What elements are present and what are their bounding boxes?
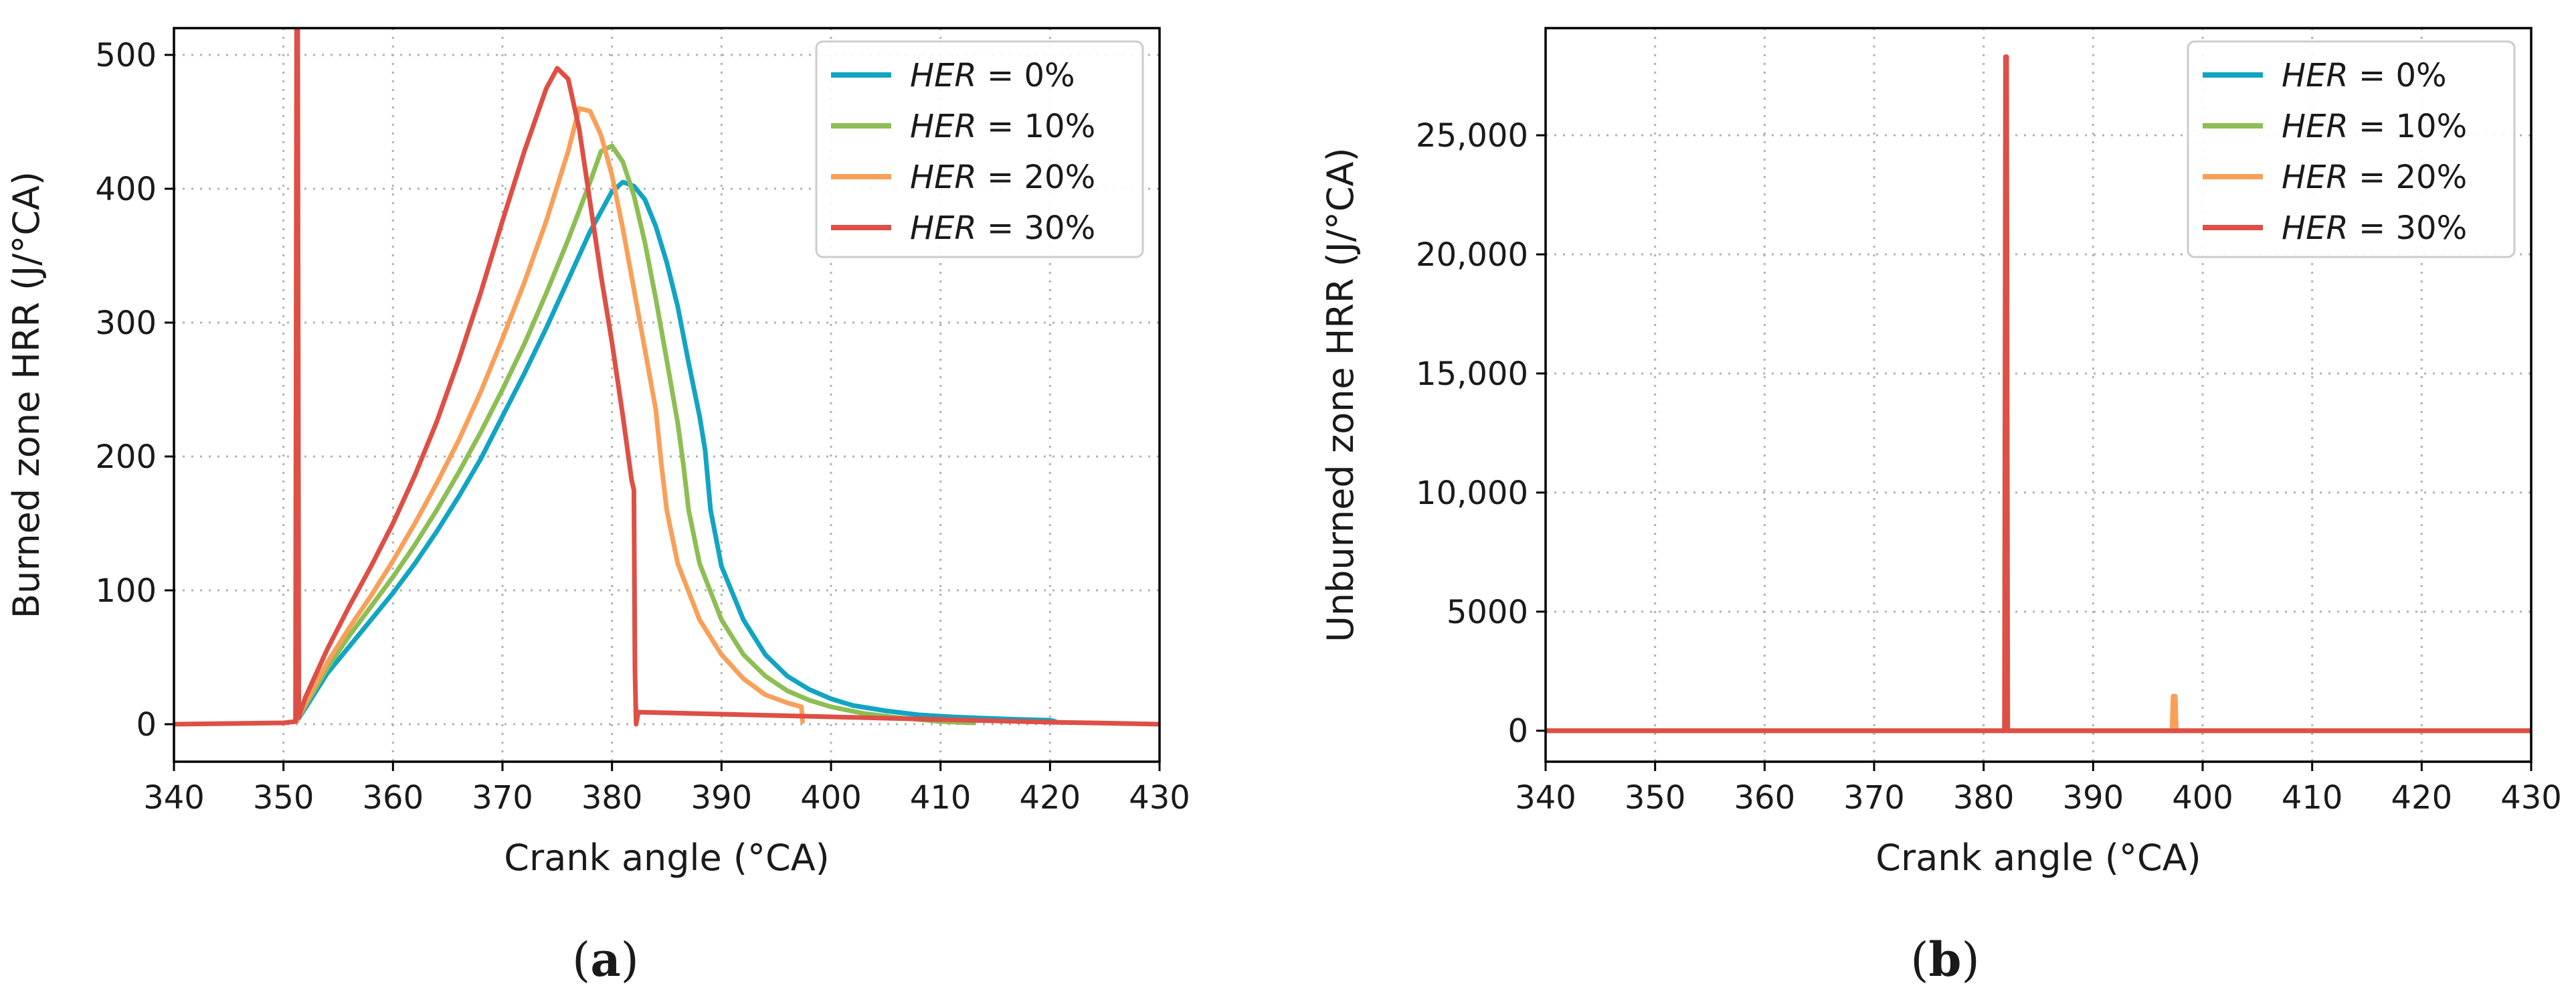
x-tick-label: 370 bbox=[472, 779, 533, 817]
legend-entry-label: HER = 10% bbox=[2282, 108, 2467, 145]
y-tick-label: 400 bbox=[95, 171, 157, 208]
x-tick-label: 340 bbox=[1515, 779, 1576, 817]
y-tick-label: 200 bbox=[95, 438, 157, 476]
series-line-her20 bbox=[1546, 693, 2531, 734]
legend-box bbox=[815, 40, 1144, 258]
y-axis-label: Burned zone HRR (J/°CA) bbox=[5, 171, 48, 618]
legend-entry-label: HER = 0% bbox=[2282, 57, 2447, 94]
legend-box bbox=[2187, 40, 2516, 258]
y-tick-label: 500 bbox=[95, 37, 157, 74]
x-tick-label: 400 bbox=[2172, 779, 2233, 817]
legend-entry-label: HER = 20% bbox=[910, 159, 1095, 196]
y-tick-label: 15,000 bbox=[1416, 355, 1528, 393]
series-line-her30 bbox=[1546, 54, 2531, 734]
legend-entry-label: HER = 30% bbox=[2282, 209, 2467, 247]
y-tick-label: 0 bbox=[136, 706, 157, 744]
x-tick-label: 430 bbox=[2500, 779, 2562, 817]
series-group bbox=[1546, 54, 2531, 734]
axes-frame bbox=[173, 27, 1161, 763]
legend-entry-label: HER = 10% bbox=[910, 108, 1095, 145]
y-tick-label: 10,000 bbox=[1416, 475, 1528, 512]
y-tick-label: 5000 bbox=[1447, 594, 1528, 631]
axes-frame bbox=[1544, 27, 2533, 763]
legend: HER = 0% HER = 10% HER = 20% HER = 30% bbox=[2187, 40, 2516, 258]
x-tick-label: 360 bbox=[1734, 779, 1796, 817]
panel-label: (b) bbox=[1910, 932, 1980, 987]
legend: HER = 0% HER = 10% HER = 20% HER = 30% bbox=[815, 40, 1144, 258]
series-line-her0 bbox=[294, 179, 1058, 724]
y-axis-label: Unburned zone HRR (J/°CA) bbox=[1319, 147, 1362, 642]
x-tick-label: 350 bbox=[253, 779, 314, 817]
chart-panel-b: 340 350 360 370 380 390 400 410 420 430 0 5000 10,00… bbox=[1319, 27, 2562, 987]
x-tick-label: 380 bbox=[581, 779, 643, 817]
x-tick-label: 430 bbox=[1129, 779, 1190, 817]
chart-panel-a: 340 350 360 370 380 390 400 410 420 430 0 100 200 300… bbox=[5, 27, 1190, 987]
x-tick-label: 340 bbox=[143, 779, 205, 817]
series-line-her30 bbox=[174, 28, 1160, 727]
x-tick-label: 390 bbox=[2063, 779, 2124, 817]
series-line-her10 bbox=[294, 143, 976, 726]
x-tick-label: 380 bbox=[1953, 779, 2015, 817]
x-tick-label: 420 bbox=[1020, 779, 1081, 817]
legend-entry-label: HER = 0% bbox=[910, 57, 1075, 94]
x-tick-label: 390 bbox=[691, 779, 753, 817]
x-tick-label: 410 bbox=[910, 779, 972, 817]
y-tick-label: 300 bbox=[95, 305, 157, 342]
x-tick-label: 360 bbox=[363, 779, 424, 817]
x-tick-label: 400 bbox=[800, 779, 862, 817]
x-tick-label: 420 bbox=[2391, 779, 2453, 817]
series-group bbox=[174, 28, 1160, 727]
legend-entry-label: HER = 30% bbox=[910, 209, 1095, 247]
y-tick-label: 20,000 bbox=[1416, 236, 1528, 274]
x-tick-label: 410 bbox=[2282, 779, 2343, 817]
x-tick-label: 370 bbox=[1843, 779, 1905, 817]
panel-label: (a) bbox=[572, 932, 639, 987]
legend-entry-label: HER = 20% bbox=[2282, 159, 2467, 196]
y-tick-label: 0 bbox=[1507, 713, 1528, 750]
x-tick-label: 350 bbox=[1625, 779, 1686, 817]
x-axis-label: Crank angle (°CA) bbox=[504, 837, 829, 879]
y-tick-label: 25,000 bbox=[1416, 117, 1528, 155]
series-line-her20 bbox=[294, 106, 805, 724]
x-axis-label: Crank angle (°CA) bbox=[1875, 837, 2201, 879]
y-tick-label: 100 bbox=[95, 572, 157, 610]
